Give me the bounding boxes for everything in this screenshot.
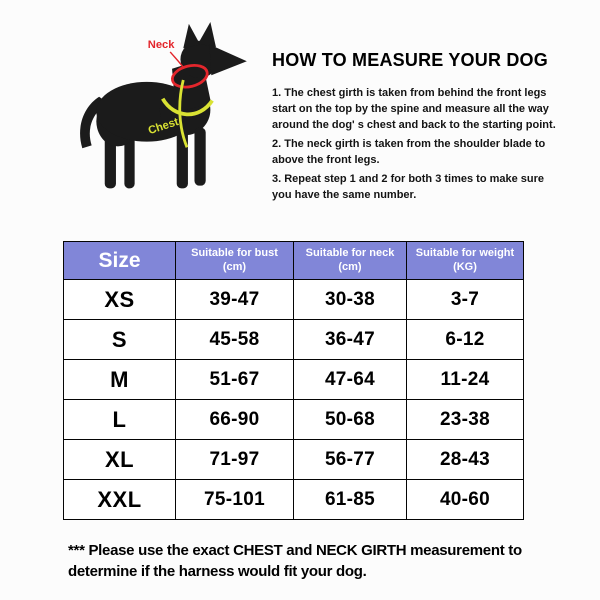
step-2: 2. The neck girth is taken from the shou… — [272, 137, 546, 166]
chest-strap-line — [178, 79, 189, 148]
size-cell: S — [63, 319, 176, 360]
table-row-xl: XL 71-97 56-77 28-43 — [63, 439, 524, 480]
table-row-s: S 45-58 36-47 6-12 — [63, 319, 524, 360]
weight-cell: 6-12 — [406, 319, 524, 360]
size-cell: XS — [63, 279, 176, 320]
footnote-line-2: determine if the harness would fit your … — [68, 563, 367, 580]
bust-cell: 51-67 — [175, 359, 294, 400]
howto-title: HOW TO MEASURE YOUR DOG — [272, 50, 548, 70]
neck-cell: 61-85 — [293, 479, 407, 520]
column-header-weight: Suitable for weight (KG) — [406, 241, 524, 280]
size-cell: L — [63, 399, 176, 440]
footnote: *** Please use the exact CHEST and NECK … — [68, 540, 593, 582]
weight-cell: 28-43 — [406, 439, 524, 480]
dog-measurement-figure: Neck Chest — [58, 22, 273, 209]
column-header-bust: Suitable for bust (cm) — [175, 241, 294, 280]
bust-cell: 45-58 — [175, 319, 294, 360]
table-row-xxl: XXL 75-101 61-85 40-60 — [63, 479, 524, 520]
weight-cell: 40-60 — [406, 479, 524, 520]
weight-cell: 3-7 — [406, 279, 524, 320]
size-cell: XL — [63, 439, 176, 480]
size-cell: XXL — [63, 479, 176, 520]
table-row-m: M 51-67 47-64 11-24 — [63, 359, 524, 400]
column-header-neck: Suitable for neck (cm) — [293, 241, 407, 280]
bust-cell: 39-47 — [175, 279, 294, 320]
column-header-bust-unit: (cm) — [222, 260, 247, 273]
column-header-neck-label: Suitable for neck — [305, 246, 395, 259]
neck-girth-ring — [170, 63, 209, 89]
footnote-line-1: *** Please use the exact CHEST and NECK … — [68, 542, 522, 559]
column-header-neck-unit: (cm) — [338, 260, 362, 273]
bust-cell: 66-90 — [175, 399, 294, 440]
column-header-weight-label: Suitable for weight — [415, 246, 515, 259]
howto-steps: 1. The chest girth is taken from behind … — [272, 86, 564, 204]
bust-cell: 75-101 — [175, 479, 294, 520]
neck-cell: 47-64 — [293, 359, 407, 400]
neck-cell: 36-47 — [293, 319, 407, 360]
howto-section: HOW TO MEASURE YOUR DOG 1. The chest gir… — [272, 50, 564, 207]
neck-cell: 56-77 — [293, 439, 407, 480]
neck-cell: 30-38 — [293, 279, 407, 320]
table-row-l: L 66-90 50-68 23-38 — [63, 399, 524, 440]
size-cell: M — [63, 359, 176, 400]
step-3: 3. Repeat step 1 and 2 for both 3 times … — [272, 172, 545, 201]
column-header-size: Size — [63, 241, 176, 280]
neck-cell: 50-68 — [293, 399, 407, 440]
size-chart-table: Size Suitable for bust (cm) Suitable for… — [63, 241, 524, 520]
table-row-xs: XS 39-47 30-38 3-7 — [63, 279, 524, 320]
column-header-weight-unit: (KG) — [453, 260, 477, 273]
neck-label: Neck — [148, 39, 176, 51]
column-header-bust-label: Suitable for bust — [191, 246, 278, 259]
dog-measurement-diagram: Neck Chest — [80, 22, 247, 189]
weight-cell: 11-24 — [406, 359, 524, 400]
chest-girth-line — [161, 97, 214, 117]
table-header-row: Size Suitable for bust (cm) Suitable for… — [63, 241, 524, 280]
step-1: 1. The chest girth is taken from behind … — [272, 87, 556, 131]
bust-cell: 71-97 — [175, 439, 294, 480]
weight-cell: 23-38 — [406, 399, 524, 440]
